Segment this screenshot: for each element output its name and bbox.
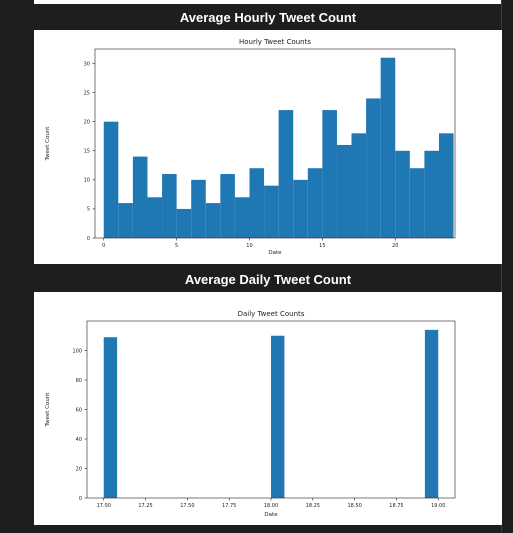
x-tick-label: 17.25 bbox=[138, 503, 152, 509]
bar bbox=[264, 185, 279, 238]
y-tick-label: 15 bbox=[84, 149, 90, 155]
x-tick-label: 18.50 bbox=[347, 503, 361, 509]
y-tick-label: 40 bbox=[76, 437, 82, 443]
bar bbox=[395, 150, 410, 238]
bar bbox=[424, 150, 439, 238]
bar bbox=[424, 329, 439, 498]
previous-output-edge bbox=[34, 0, 502, 4]
x-tick-label: 15 bbox=[319, 243, 325, 249]
x-tick-label: 18.25 bbox=[306, 503, 320, 509]
daily-chart: 17.00 17.25 17.50 17.75 18.00 18.25 18.50 18.75… bbox=[45, 310, 456, 518]
hourly-section-heading: Average Hourly Tweet Count bbox=[179, 10, 357, 25]
x-tick-label: 17.75 bbox=[222, 503, 236, 509]
chart-title: Hourly Tweet Counts bbox=[239, 38, 311, 46]
bar bbox=[147, 197, 163, 238]
hourly-chart-panel: 0 5 10 15 20 0 5 10 15 20 25 30 Hourly Tweet Counts D… bbox=[34, 30, 502, 264]
x-tick-label: 0 bbox=[102, 243, 105, 249]
bar bbox=[103, 121, 119, 238]
scroll-divider bbox=[501, 0, 502, 533]
y-tick-label: 0 bbox=[87, 236, 90, 242]
x-axis-label: Date bbox=[268, 250, 282, 256]
bar bbox=[336, 144, 352, 238]
bar bbox=[351, 133, 367, 238]
bar bbox=[205, 203, 221, 238]
bar bbox=[132, 156, 148, 238]
bar bbox=[409, 168, 425, 238]
x-tick-label: 18.00 bbox=[264, 503, 278, 509]
x-tick-label: 17.50 bbox=[180, 503, 194, 509]
daily-section-heading: Average Daily Tweet Count bbox=[184, 272, 352, 287]
y-tick-label: 10 bbox=[84, 178, 90, 184]
x-tick-label: 20 bbox=[392, 243, 398, 249]
y-tick-label: 20 bbox=[84, 119, 90, 125]
bar bbox=[380, 57, 396, 238]
bar bbox=[118, 203, 133, 238]
bar bbox=[366, 98, 381, 238]
x-axis-label: Date bbox=[264, 512, 278, 518]
daily-chart-panel: 17.00 17.25 17.50 17.75 18.00 18.25 18.50 18.75… bbox=[34, 292, 502, 525]
y-tick-label: 5 bbox=[87, 207, 90, 213]
x-tick-label: 10 bbox=[246, 243, 252, 249]
bar bbox=[191, 179, 206, 238]
bar bbox=[293, 179, 308, 238]
y-tick-label: 60 bbox=[76, 407, 82, 413]
bar bbox=[103, 337, 118, 498]
bar bbox=[278, 110, 294, 238]
x-tick-label: 19.00 bbox=[431, 503, 445, 509]
y-axis-label: Tweet Count bbox=[45, 126, 51, 162]
x-tick-label: 5 bbox=[175, 243, 178, 249]
x-tick-label: 18.75 bbox=[389, 503, 403, 509]
y-tick-label: 25 bbox=[84, 90, 90, 96]
y-tick-label: 100 bbox=[72, 348, 82, 354]
bar bbox=[162, 174, 177, 238]
plot-frame bbox=[94, 48, 456, 239]
bar bbox=[249, 168, 265, 238]
y-tick-label: 80 bbox=[76, 378, 82, 384]
bar bbox=[234, 197, 250, 238]
bar bbox=[307, 168, 323, 238]
bar bbox=[176, 208, 192, 238]
bar bbox=[220, 174, 235, 238]
chart-title: Daily Tweet Counts bbox=[238, 310, 305, 318]
x-tick-label: 17.00 bbox=[97, 503, 111, 509]
bar bbox=[438, 133, 454, 238]
hourly-chart: 0 5 10 15 20 0 5 10 15 20 25 30 Hourly Tweet Counts D… bbox=[45, 38, 456, 256]
bar bbox=[322, 110, 337, 238]
y-tick-label: 30 bbox=[84, 61, 90, 67]
bar bbox=[271, 335, 285, 498]
y-tick-label: 20 bbox=[76, 466, 82, 472]
y-axis-label: Tweet Count bbox=[45, 392, 51, 428]
y-tick-label: 0 bbox=[79, 496, 82, 502]
